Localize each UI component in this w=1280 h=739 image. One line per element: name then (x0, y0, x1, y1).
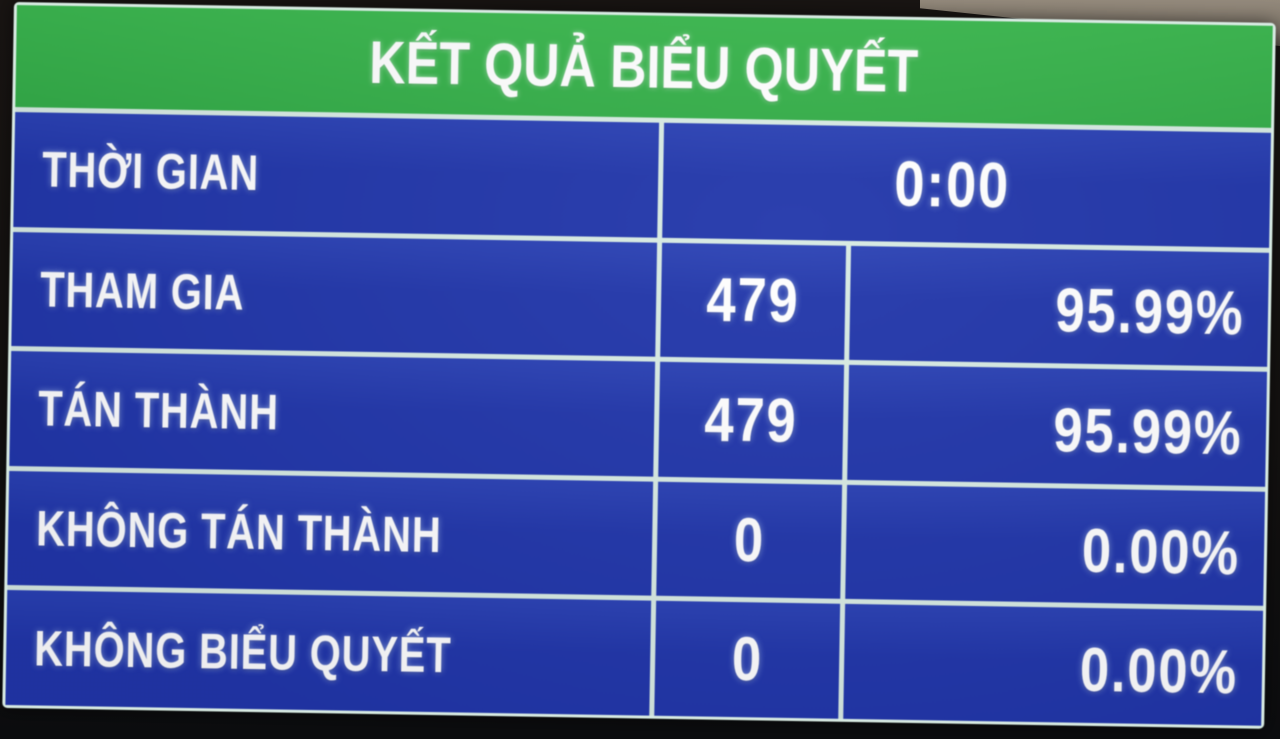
row-label-cell: KHÔNG TÁN THÀNH (7, 470, 654, 597)
row-label: THỜI GIAN (41, 141, 260, 202)
count-value: 479 (704, 385, 799, 457)
percent-value: 95.99% (1054, 276, 1245, 349)
count-cell: 0 (654, 601, 841, 719)
row-khong-bieu-quyet: KHÔNG BIỂU QUYẾT 0 0.00% (5, 590, 1264, 726)
percent-value: 0.00% (1081, 516, 1241, 588)
row-tham-gia: THAM GIA 479 95.99% (11, 231, 1270, 368)
board-title-bar: KẾT QUẢ BIỂU QUYẾT (15, 5, 1273, 128)
board-title: KẾT QUẢ BIỂU QUYẾT (369, 28, 919, 105)
voting-results-board: KẾT QUẢ BIỂU QUYẾT THỜI GIAN 0:00 THAM G… (2, 2, 1276, 729)
row-label: KHÔNG TÁN THÀNH (35, 500, 442, 564)
count-cell: 0 (656, 481, 843, 600)
count-value: 0 (733, 505, 766, 576)
count-value: 479 (706, 265, 801, 337)
row-label-cell: THỜI GIAN (13, 112, 660, 238)
row-label-cell: THAM GIA (11, 231, 658, 357)
row-label: TÁN THÀNH (37, 380, 280, 441)
time-value: 0:00 (894, 147, 1012, 222)
row-khong-tan-thanh: KHÔNG TÁN THÀNH 0 0.00% (7, 470, 1266, 607)
row-label-cell: TÁN THÀNH (9, 351, 656, 477)
row-label: KHÔNG BIỂU QUYẾT (33, 620, 452, 684)
row-label: THAM GIA (39, 261, 245, 321)
count-value: 0 (731, 625, 764, 695)
percent-cell: 95.99% (847, 365, 1268, 487)
percent-value: 0.00% (1079, 635, 1239, 708)
count-cell: 479 (658, 361, 845, 480)
row-tan-thanh: TÁN THÀNH 479 95.99% (9, 351, 1268, 487)
row-label-cell: KHÔNG BIỂU QUYẾT (5, 590, 652, 716)
percent-value: 95.99% (1052, 396, 1243, 469)
count-cell: 479 (660, 242, 847, 361)
percent-cell: 0.00% (843, 604, 1264, 726)
time-value-cell: 0:00 (662, 122, 1272, 248)
percent-cell: 0.00% (845, 484, 1266, 607)
percent-cell: 95.99% (849, 245, 1270, 368)
row-thoi-gian: THỜI GIAN 0:00 (13, 112, 1272, 248)
